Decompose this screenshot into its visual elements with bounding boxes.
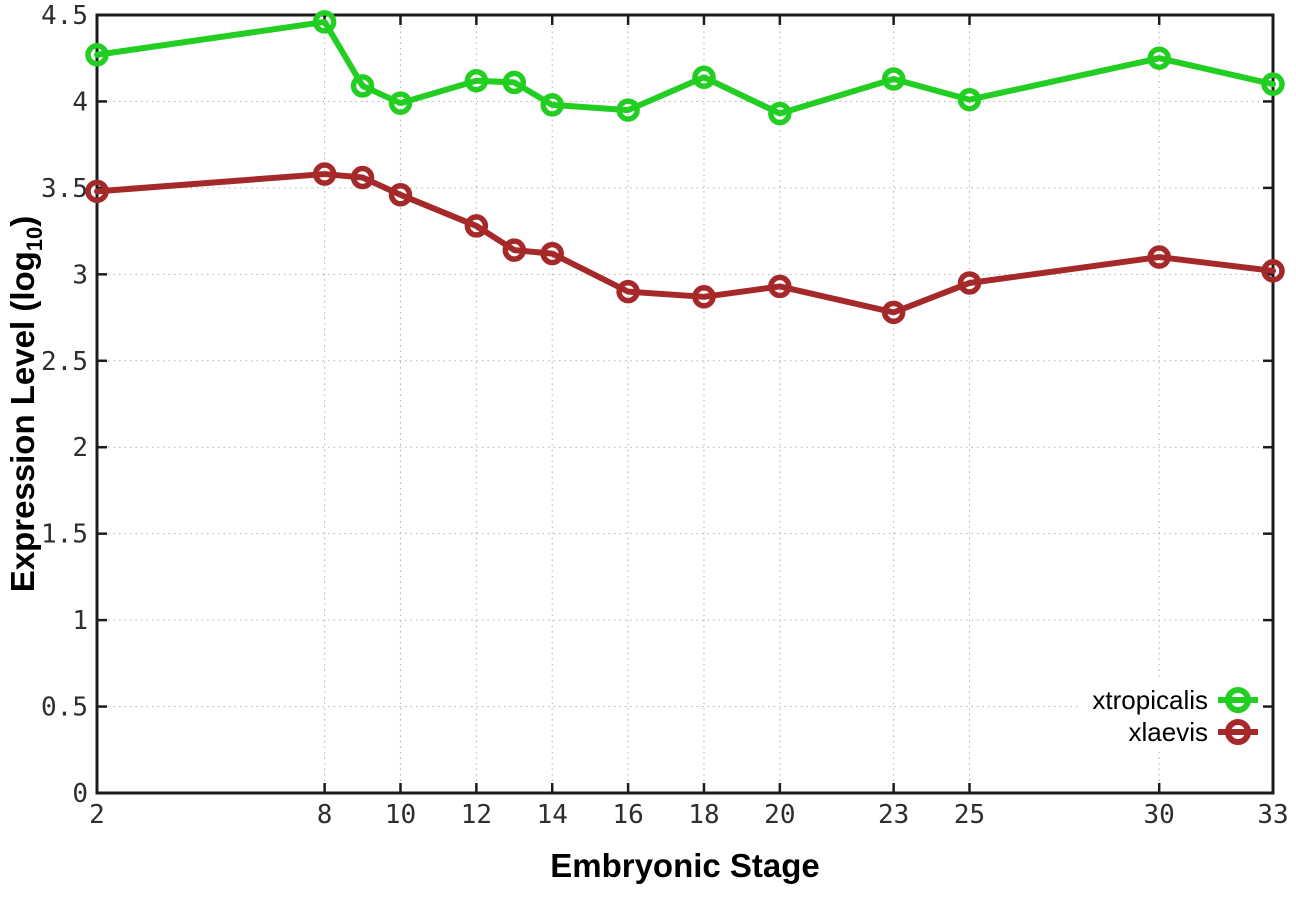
marker-xtropicalis-stage-14 <box>540 93 564 117</box>
marker-xtropicalis-stage-20 <box>768 101 792 126</box>
x-tick-label: 18 <box>688 800 719 830</box>
marker-xlaevis-stage-9 <box>350 165 375 190</box>
y-tick-label: 4.5 <box>41 1 88 31</box>
x-tick-label: 33 <box>1257 800 1288 830</box>
marker-xtropicalis-stage-9 <box>350 74 375 98</box>
y-axis-label-subscript: 10 <box>21 226 47 252</box>
marker-xlaevis-stage-18 <box>692 285 716 309</box>
marker-xtropicalis-stage-18 <box>692 65 716 89</box>
marker-xtropicalis-stage-33 <box>1261 72 1285 96</box>
marker-xtropicalis-stage-2 <box>85 43 109 67</box>
marker-xlaevis-stage-8 <box>312 162 337 186</box>
legend-row-xlaevis: xlaevis <box>1092 716 1258 748</box>
x-tick-label: 8 <box>317 800 333 830</box>
marker-xlaevis-stage-25 <box>957 271 982 295</box>
open-circle-marker-icon <box>1225 719 1251 745</box>
y-tick-label: 0 <box>72 779 88 809</box>
marker-xtropicalis-stage-25 <box>957 87 982 112</box>
y-axis-label-text: Expression Level (log <box>4 251 42 593</box>
y-tick-label: 4 <box>72 87 88 117</box>
x-tick-label: 20 <box>764 800 795 830</box>
marker-xlaevis-stage-13 <box>502 238 527 262</box>
marker-xlaevis-stage-30 <box>1147 245 1171 269</box>
marker-xtropicalis-stage-30 <box>1147 46 1171 70</box>
legend-sample-xlaevis <box>1218 718 1258 746</box>
marker-xlaevis-stage-12 <box>464 214 489 238</box>
marker-xlaevis-stage-20 <box>768 274 792 299</box>
marker-xtropicalis-stage-10 <box>388 91 413 115</box>
legend-sample-xtropicalis <box>1218 686 1258 714</box>
marker-xlaevis-stage-33 <box>1261 259 1285 283</box>
y-tick-label: 1 <box>72 606 88 636</box>
x-tick-label: 23 <box>878 800 909 830</box>
x-tick-label: 14 <box>537 800 568 830</box>
y-tick-label: 0.5 <box>41 693 88 723</box>
marker-xlaevis-stage-10 <box>388 183 413 207</box>
plot-border <box>95 13 1275 795</box>
legend-label-xlaevis: xlaevis <box>1128 716 1208 747</box>
marker-xlaevis-stage-16 <box>616 279 640 304</box>
marker-xtropicalis-stage-12 <box>464 68 489 93</box>
x-tick-label: 25 <box>954 800 985 830</box>
x-tick-label: 10 <box>385 800 416 830</box>
y-axis-label: Expression Level (log10) <box>4 216 48 593</box>
y-tick-label: 3 <box>72 260 88 290</box>
x-tick-label: 30 <box>1144 800 1175 830</box>
y-tick-label: 1.5 <box>41 520 88 550</box>
legend-label-xtropicalis: xtropicalis <box>1092 684 1208 715</box>
open-circle-marker-icon <box>1225 687 1251 713</box>
x-tick-label: 16 <box>612 800 643 830</box>
y-tick-label: 3.5 <box>41 174 88 204</box>
y-tick-label: 2 <box>72 433 88 463</box>
y-tick-label: 2.5 <box>41 347 88 377</box>
x-axis-label: Embryonic Stage <box>550 847 820 884</box>
marker-xlaevis-stage-2 <box>85 179 109 204</box>
marker-xlaevis-stage-14 <box>540 241 564 266</box>
legend-row-xtropicalis: xtropicalis <box>1092 684 1258 716</box>
marker-xtropicalis-stage-23 <box>881 67 906 91</box>
y-axis-label-close: ) <box>4 215 42 227</box>
series-line-xlaevis <box>94 171 1276 316</box>
marker-xtropicalis-stage-16 <box>616 98 640 122</box>
x-tick-label: 12 <box>461 800 492 830</box>
x-tick-label: 2 <box>89 800 105 830</box>
marker-xtropicalis-stage-8 <box>312 10 337 34</box>
marker-xlaevis-stage-23 <box>881 300 906 325</box>
legend: xtropicalis xlaevis <box>1092 684 1258 748</box>
marker-xtropicalis-stage-13 <box>502 70 527 95</box>
series-line-xtropicalis <box>94 18 1276 117</box>
